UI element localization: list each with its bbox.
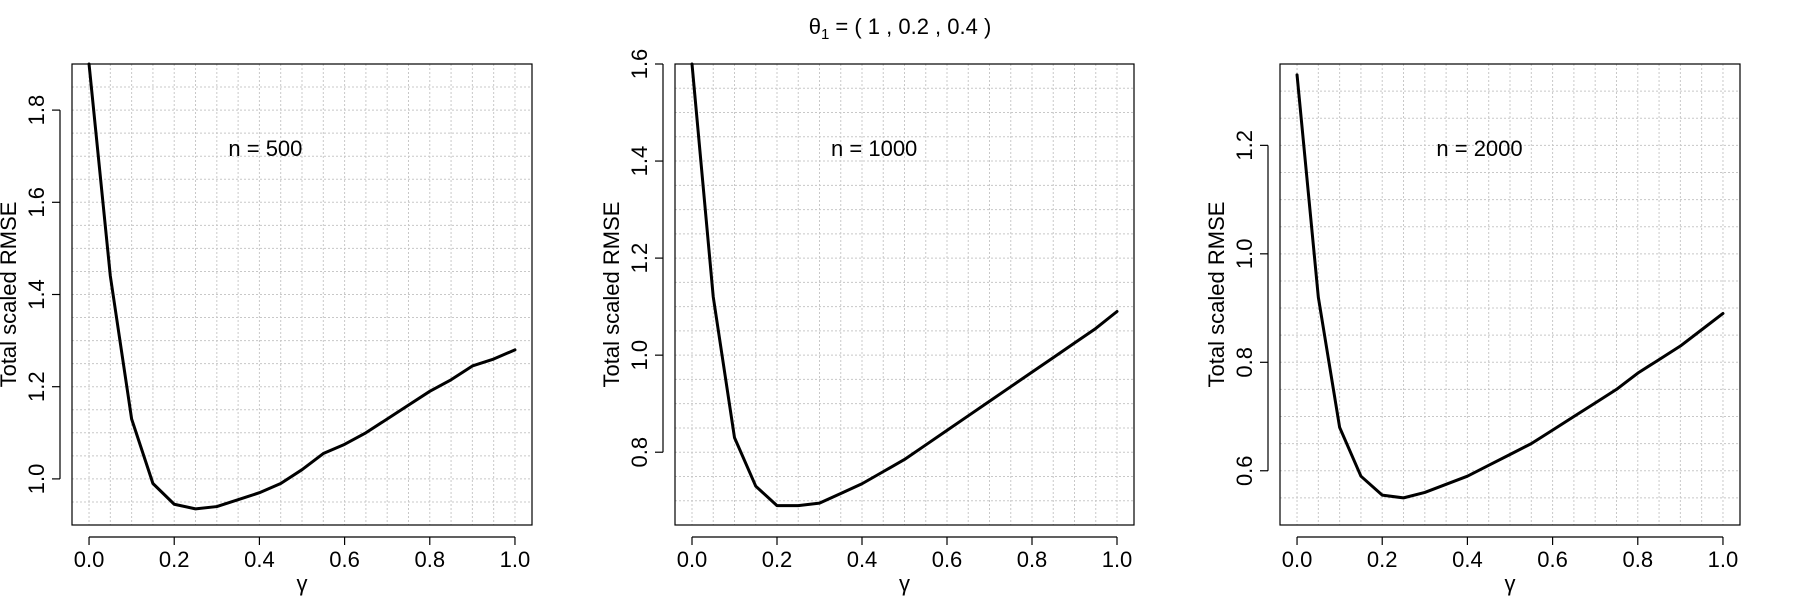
x-tick-label: 0.6 xyxy=(932,547,963,572)
y-axis-label: Total scaled RMSE xyxy=(0,202,21,388)
y-tick-label: 0.8 xyxy=(627,437,652,468)
y-tick-label: 1.6 xyxy=(627,49,652,80)
series-line xyxy=(87,62,517,511)
annotation-label: n = 2000 xyxy=(1436,136,1522,161)
x-tick-label: 0.4 xyxy=(1452,547,1483,572)
x-axis: 0.0 0.2 0.4 0.6 0.8 1.0 γ xyxy=(1282,536,1739,596)
y-axis: 1.0 1.2 1.4 1.6 1.8 Total scaled RMSE xyxy=(0,95,61,495)
x-tick-label: 0.2 xyxy=(1367,547,1398,572)
x-tick-label: 0.2 xyxy=(159,547,190,572)
series-line xyxy=(1295,73,1725,500)
y-tick-label: 1.2 xyxy=(1232,130,1257,161)
grid xyxy=(72,63,532,526)
figure-title: θ1 = ( 1 , 0.2 , 0.4 ) xyxy=(0,14,1800,43)
x-tick-label: 0.8 xyxy=(1017,547,1048,572)
chart-panel-n1000: 0.0 0.2 0.4 0.6 0.8 1.0 γ 0.8 1.0 1.2 1.4 1.6 Total … xyxy=(599,49,1135,596)
annotation-label: n = 500 xyxy=(228,136,302,161)
chart-panel-n500: 0.0 0.2 0.4 0.6 0.8 1.0 γ 1.0 1.2 1.4 1.6 1.8 Total … xyxy=(0,62,533,596)
y-tick-label: 1.0 xyxy=(627,340,652,371)
x-tick-label: 1.0 xyxy=(1102,547,1133,572)
x-tick-label: 0.0 xyxy=(74,547,105,572)
x-tick-label: 0.0 xyxy=(1282,547,1313,572)
x-tick-label: 0.4 xyxy=(244,547,275,572)
y-tick-label: 1.4 xyxy=(627,146,652,177)
y-tick-label: 1.4 xyxy=(24,279,49,310)
y-axis: 0.6 0.8 1.0 1.2 Total scaled RMSE xyxy=(1204,130,1269,486)
y-tick-label: 0.6 xyxy=(1232,455,1257,486)
y-tick-label: 0.8 xyxy=(1232,347,1257,378)
y-tick-label: 1.2 xyxy=(627,243,652,274)
x-axis: 0.0 0.2 0.4 0.6 0.8 1.0 γ xyxy=(677,536,1133,596)
y-axis: 0.8 1.0 1.2 1.4 1.6 Total scaled RMSE xyxy=(599,49,664,468)
y-axis-label: Total scaled RMSE xyxy=(1204,202,1229,388)
annotation-label: n = 1000 xyxy=(831,136,917,161)
y-tick-label: 1.6 xyxy=(24,187,49,218)
title-subscript: 1 xyxy=(820,26,830,43)
series-line xyxy=(690,62,1119,508)
x-tick-label: 1.0 xyxy=(500,547,531,572)
y-tick-label: 1.0 xyxy=(1232,239,1257,270)
x-tick-label: 1.0 xyxy=(1708,547,1739,572)
plot-frame xyxy=(71,63,533,526)
x-axis: 0.0 0.2 0.4 0.6 0.8 1.0 γ xyxy=(74,536,531,596)
plot-frame xyxy=(1279,63,1741,526)
title-theta-symbol: θ xyxy=(808,14,821,39)
y-tick-label: 1.0 xyxy=(24,464,49,495)
y-tick-label: 1.2 xyxy=(24,371,49,402)
chart-panel-n2000: 0.0 0.2 0.4 0.6 0.8 1.0 γ 0.6 0.8 1.0 1.2 Total sca… xyxy=(1204,63,1741,596)
y-tick-label: 1.8 xyxy=(24,95,49,126)
x-tick-label: 0.6 xyxy=(329,547,360,572)
x-tick-label: 0.6 xyxy=(1537,547,1568,572)
x-tick-label: 0.2 xyxy=(762,547,793,572)
title-parameters: = ( 1 , 0.2 , 0.4 ) xyxy=(829,14,992,39)
x-tick-label: 0.4 xyxy=(847,547,878,572)
x-axis-label: γ xyxy=(297,571,308,596)
x-tick-label: 0.8 xyxy=(414,547,445,572)
x-axis-label: γ xyxy=(1505,571,1516,596)
x-tick-label: 0.0 xyxy=(677,547,708,572)
y-axis-label: Total scaled RMSE xyxy=(599,202,624,388)
plot-frame xyxy=(674,63,1135,526)
x-axis-label: γ xyxy=(899,571,910,596)
x-tick-label: 0.8 xyxy=(1622,547,1653,572)
